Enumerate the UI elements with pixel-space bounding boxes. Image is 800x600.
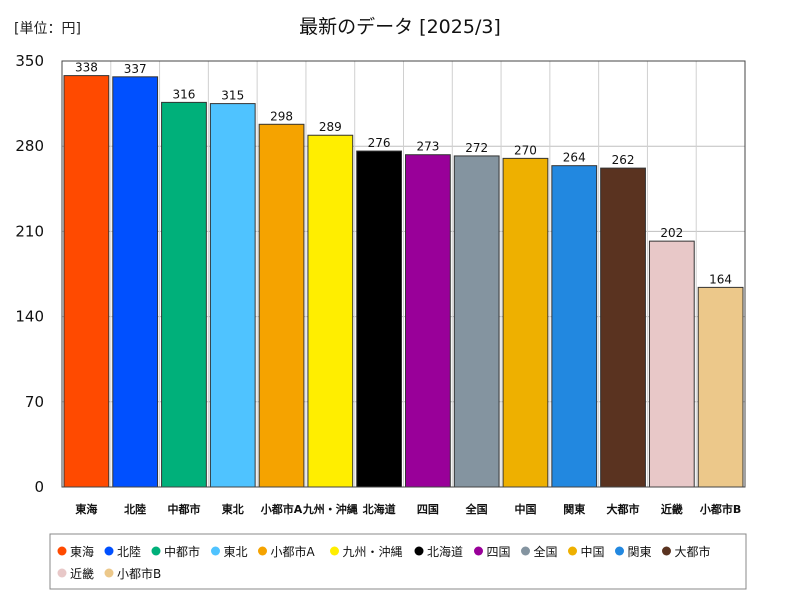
legend-marker	[57, 568, 67, 578]
data-label: 315	[221, 89, 244, 103]
legend-item-label: 東海	[70, 544, 94, 559]
x-tick-label: 中国	[514, 502, 536, 516]
bars	[63, 75, 744, 488]
legend-marker	[474, 546, 483, 556]
y-tick-label: 280	[15, 137, 44, 155]
data-label: 270	[514, 143, 537, 157]
legend-item-label: 北海道	[427, 544, 463, 559]
x-tick-label: 北海道	[363, 502, 396, 516]
y-tick-label: 140	[15, 308, 44, 326]
x-tick-label: 小都市B	[699, 502, 741, 516]
x-tick-label: 東海	[75, 502, 97, 516]
legend-box	[49, 533, 747, 590]
x-tick-label: 関東	[563, 502, 586, 516]
legend-item-label: 北陸	[117, 545, 141, 559]
bar	[356, 150, 403, 488]
x-tick-label: 小都市A	[260, 502, 303, 516]
grid-lines	[62, 61, 745, 487]
data-label: 337	[124, 62, 147, 76]
legend-item-label: 近畿	[70, 567, 94, 581]
bar	[209, 103, 256, 488]
legend-marker	[330, 546, 339, 556]
data-label: 202	[660, 226, 683, 240]
bar	[161, 101, 207, 488]
legend-marker	[521, 546, 530, 556]
x-tick-label: 全国	[465, 502, 488, 516]
legend-item-label: 小都市B	[117, 566, 161, 581]
legend-marker	[615, 546, 624, 556]
x-tick-label: 北陸	[124, 502, 146, 516]
legend-marker	[414, 546, 424, 556]
legend-item-label: 中国	[581, 544, 605, 559]
bar	[600, 167, 646, 488]
bar	[453, 155, 500, 488]
y-tick-label: 0	[34, 478, 44, 496]
legend-item-label: 大都市	[675, 544, 711, 559]
y-axis-ticks: 0 70 140 210 280 350	[15, 52, 44, 496]
legend-item-label: 小都市A	[271, 544, 316, 559]
bar	[648, 240, 695, 488]
data-label: 264	[563, 151, 586, 165]
chart-title: 最新のデータ [2025/3]	[299, 16, 501, 38]
data-label: 272	[465, 141, 488, 155]
x-tick-label: 近畿	[661, 502, 683, 516]
legend-marker	[104, 568, 114, 578]
legend-marker	[151, 546, 161, 556]
bar	[63, 75, 110, 488]
x-tick-label: 東北	[222, 502, 244, 516]
bar	[697, 286, 744, 488]
x-tick-label: 中都市	[167, 502, 200, 516]
x-tick-label: 九州・沖縄	[302, 502, 358, 516]
bar	[307, 134, 354, 488]
data-label: 338	[75, 61, 98, 75]
data-labels: 338 337 316 315 298 289 276 273 272 270 264 262 202 1…	[75, 61, 732, 287]
data-label: 276	[368, 136, 391, 150]
x-tick-label: 大都市	[607, 502, 640, 516]
plot-frame	[61, 60, 746, 488]
data-label: 289	[319, 120, 342, 134]
bar	[258, 123, 305, 488]
legend-marker	[258, 546, 267, 556]
data-label: 273	[416, 140, 439, 154]
bar	[112, 76, 159, 488]
y-tick-label: 210	[15, 222, 44, 240]
data-label: 164	[709, 272, 732, 286]
legend-item-label: 全国	[534, 544, 558, 559]
x-tick-label: 四国	[417, 503, 439, 516]
legend-item-label: 中都市	[164, 544, 200, 559]
unit-label: [単位：円]	[14, 21, 81, 37]
bar	[551, 165, 598, 488]
bar	[502, 157, 549, 488]
data-label: 262	[612, 153, 635, 167]
legend-item-label: 東北	[224, 545, 248, 559]
data-label: 298	[270, 109, 293, 123]
legend-item-label: 四国	[487, 545, 511, 559]
legend-marker	[57, 546, 67, 556]
legend-marker	[211, 546, 220, 556]
y-tick-label: 70	[25, 393, 44, 411]
legend-marker	[104, 546, 114, 556]
legend-marker	[568, 546, 577, 556]
data-label: 316	[173, 87, 196, 101]
x-axis-ticks: 東海 北陸 中都市 東北 小都市A 九州・沖縄 北海道 四国 全国 中国 関東 大都市 近畿 小都市B	[75, 502, 741, 516]
legend-item-label: 関東	[628, 545, 652, 559]
legend-marker	[662, 546, 671, 556]
y-tick-label: 350	[15, 52, 44, 70]
legend-item-label: 九州・沖縄	[343, 544, 403, 559]
bar	[405, 154, 451, 488]
